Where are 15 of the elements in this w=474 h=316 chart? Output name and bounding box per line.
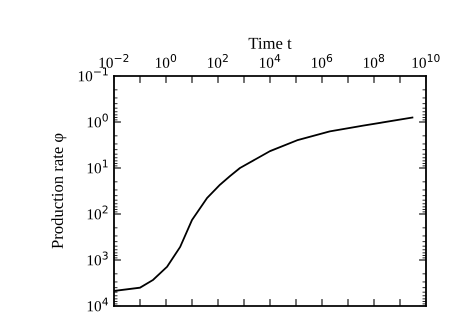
y-tick-label: 10$^{3}$ [88,252,108,266]
y-axis-title: Production rate φ [51,134,66,249]
x-tick-label: 10$^{10}$ [412,54,440,68]
x-axis-title: Time t [248,38,292,49]
x-tick-label: 10$^{6}$ [312,54,332,68]
y-tick-label: 10$^{4}$ [88,298,108,312]
y-tick-label: 10$^{0}$ [88,114,108,128]
y-tick-label: 10$^{1}$ [88,160,108,174]
y-tick-label: 10$^{−1}$ [78,68,108,82]
y-tick-label: 10$^{2}$ [88,206,108,220]
x-tick-label: 10$^{2}$ [208,54,228,68]
x-tick-label: 10$^{−2}$ [100,54,128,68]
x-tick-label: 10$^{8}$ [364,54,384,68]
x-tick-label: 10$^{0}$ [156,54,176,68]
x-tick-label: 10$^{4}$ [260,54,280,68]
